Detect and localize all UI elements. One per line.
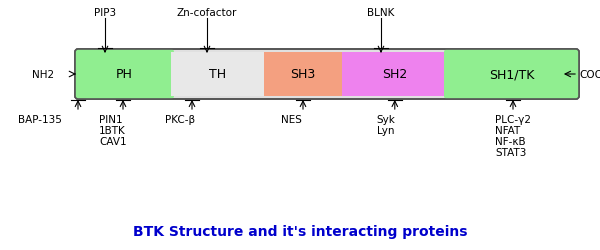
Bar [264,53,342,96]
Text: NES: NES [281,114,302,124]
Text: BTK Structure and it's interacting proteins: BTK Structure and it's interacting prote… [133,224,467,238]
Text: COOH: COOH [579,70,600,80]
Text: TH: TH [209,68,226,81]
Text: CAV1: CAV1 [99,136,127,146]
Text: NH2: NH2 [32,70,54,80]
Text: Lyn: Lyn [377,126,394,136]
Text: PH: PH [116,68,133,81]
Bar [342,53,447,96]
Text: Syk: Syk [377,114,395,124]
Text: PIP3: PIP3 [94,8,116,18]
Bar [171,53,264,96]
Text: SH1/TK: SH1/TK [489,68,534,81]
Text: PIN1: PIN1 [99,114,122,124]
Text: NF-κB: NF-κB [495,136,526,146]
Text: NFAT: NFAT [495,126,520,136]
Text: Zn-cofactor: Zn-cofactor [177,8,237,18]
Text: BAP-135: BAP-135 [18,114,62,124]
Text: BLNK: BLNK [367,8,395,18]
FancyBboxPatch shape [75,50,579,100]
Text: PLC-γ2: PLC-γ2 [495,114,531,124]
Text: 1BTK: 1BTK [99,126,126,136]
FancyBboxPatch shape [75,50,174,100]
FancyBboxPatch shape [444,50,579,100]
Text: STAT3: STAT3 [495,148,526,157]
Text: SH2: SH2 [382,68,407,81]
Text: PKC-β: PKC-β [165,114,195,124]
Text: SH3: SH3 [290,68,316,81]
